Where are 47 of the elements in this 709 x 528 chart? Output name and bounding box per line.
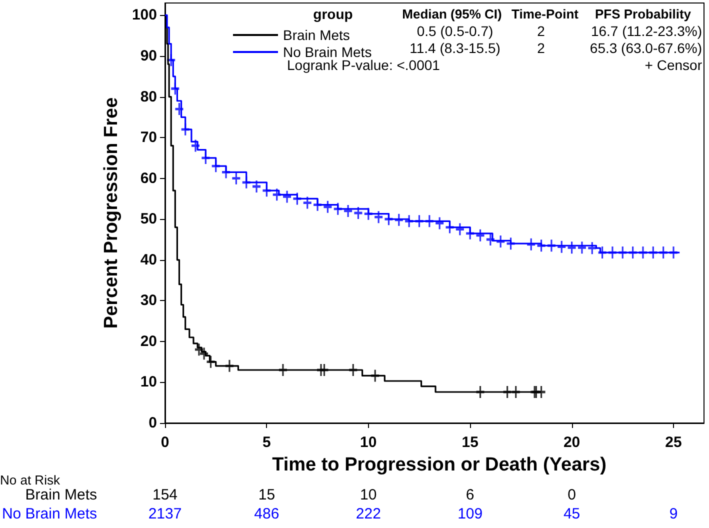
text: 9 [669,506,678,522]
y-tick-label: 70 [140,129,157,146]
text: 109 [458,506,483,522]
text: No at Risk [0,472,60,488]
text: 154 [152,486,178,504]
annotation: 2 [537,23,546,39]
annotation: PFS Probability [594,6,692,22]
x-axis-title: Time to Progression or Death (Years) [272,454,606,476]
y-tick-label: 20 [140,332,157,350]
annotation: 11.4 (8.3-15.5) [410,40,500,56]
y-tick-label: 10 [140,374,157,391]
x-tick-label: 25 [665,434,682,451]
text: 6 [466,486,474,504]
y-tick-label: 60 [140,170,157,187]
y-tick-label: 100 [132,6,157,24]
annotation: 65.3 (63.0-67.6%) [590,40,702,56]
y-tick-label: 90 [140,48,157,65]
annotation: + Censor [644,57,702,73]
annotation: 0.5 (0.5-0.7) [416,23,494,39]
y-tick-label: 50 [140,210,157,228]
annotation: 16.7 (11.2-23.3%) [590,23,702,39]
text: 15 [258,486,276,504]
legend-label: Brain Mets [283,27,350,43]
legend-title: group [313,6,353,22]
text: Brain Mets [25,486,97,504]
y-tick-label: 80 [140,88,157,106]
text: 0 [568,486,576,504]
text: No Brain Mets [2,506,97,522]
annotation: Time-Point [512,6,580,22]
text: 10 [360,486,377,504]
text: 45 [563,506,580,522]
x-tick-label: 5 [262,434,271,451]
x-tick-label: 20 [563,434,580,451]
annotation: Median (95% CI) [402,6,502,22]
text: 222 [356,506,381,522]
annotation: Logrank P-value: <.0001 [287,57,440,73]
x-tick-label: 0 [160,434,170,451]
y-tick-label: 40 [140,251,157,268]
text: 486 [254,506,280,522]
annotation: 2 [537,40,546,56]
x-tick-label: 15 [462,434,478,451]
text: 2137 [148,506,182,522]
y-tick-label: 30 [140,292,157,310]
y-axis-title: Percent Progression Free [101,97,122,329]
x-tick-label: 10 [360,434,377,451]
legend-label: No Brain Mets [283,44,372,60]
y-tick-label: 0 [148,414,157,432]
